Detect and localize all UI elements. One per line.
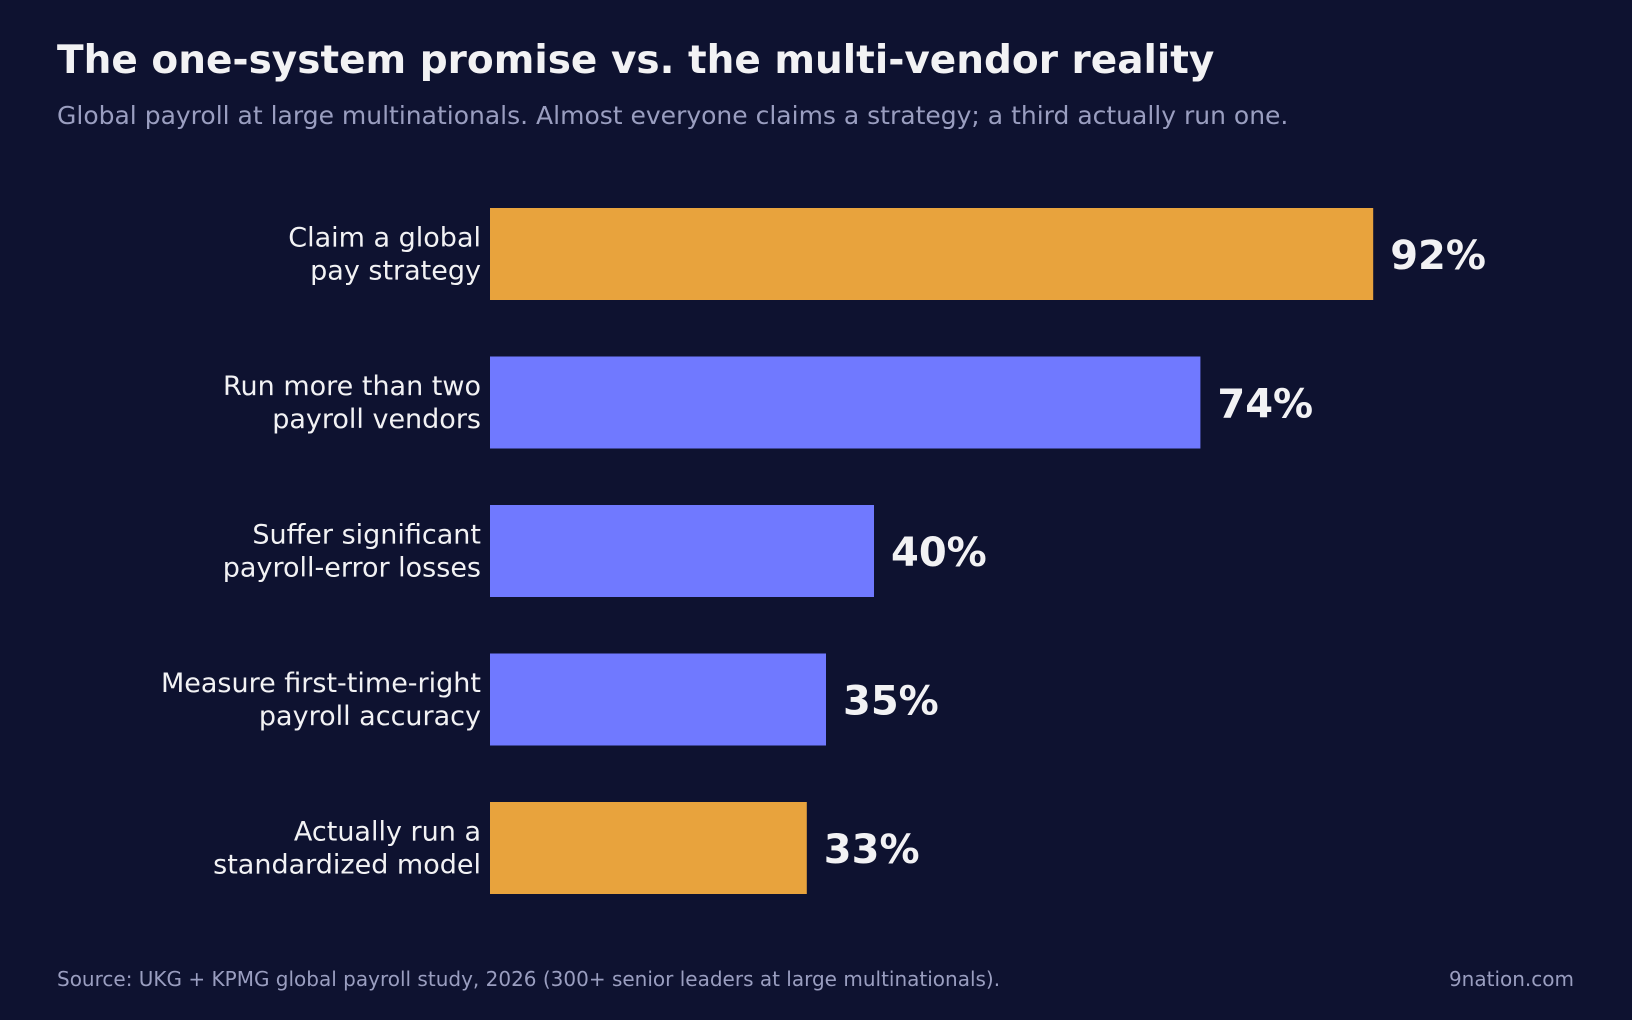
category-label-line: payroll vendors [272,404,481,435]
bar-1 [490,356,1201,449]
bar-0 [490,208,1374,300]
value-label-4: 33% [824,827,920,873]
category-label-line: payroll accuracy [259,701,481,732]
value-label-2: 40% [891,530,987,576]
site-credit: 9nation.com [1448,967,1574,991]
value-label-3: 35% [843,679,939,725]
category-label-line: Suffer significant [252,520,481,551]
chart-title: The one-system promise vs. the multi-ven… [57,38,1215,83]
category-label-line: standardized model [213,850,481,881]
chart-subtitle: Global payroll at large multinationals. … [57,101,1289,130]
bar-3 [490,653,826,746]
category-label-line: payroll-error losses [223,553,481,584]
category-label-2: Suffer significant payroll-error losses [223,520,481,584]
category-label-4: Actually run a standardized model [213,817,481,881]
category-label-0: Claim a global pay strategy [288,223,481,287]
category-label-1: Run more than two payroll vendors [223,371,481,435]
category-label-line: pay strategy [310,256,481,287]
category-label-line: Measure first-time-right [161,668,481,699]
bar-2 [490,505,874,597]
value-label-0: 92% [1390,233,1486,279]
category-label-line: Run more than two [223,371,481,402]
category-label-line: Claim a global [288,223,481,254]
category-label-line: Actually run a [294,817,481,848]
source-note: Source: UKG + KPMG global payroll study,… [57,967,1001,991]
bar-4 [490,802,807,894]
value-label-1: 74% [1217,382,1313,428]
category-label-3: Measure first-time-right payroll accuracy [161,668,481,732]
